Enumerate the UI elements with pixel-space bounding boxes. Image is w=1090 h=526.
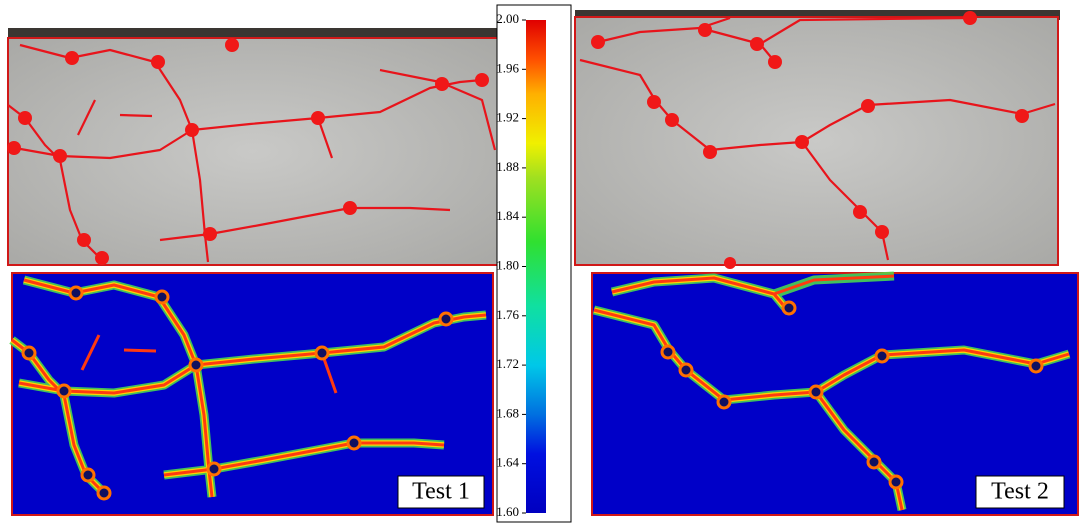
figure: Test 1 Test 2 2.00 1.96 1.92 1.88 1.84 1.80 1.… [0,0,1090,526]
field-test-2: Test 2 [592,273,1078,515]
panel-label: Test 1 [412,479,470,505]
colorbar-scale [526,20,546,513]
tick-label: 1.96 [496,60,519,75]
tick-label: 1.64 [496,455,519,470]
tick-label: 1.92 [496,110,519,125]
tick-label: 1.84 [496,208,519,223]
photo-test-1 [7,28,498,265]
tick-label: 1.76 [496,307,519,322]
colorbar: 2.00 1.96 1.92 1.88 1.84 1.80 1.76 1.72 1.68 1.64… [496,5,571,522]
tick-label: 2.00 [496,11,519,26]
field-test-1: Test 1 [12,273,493,515]
tick-label: 1.60 [496,504,519,519]
panel-label: Test 2 [991,479,1049,505]
tick-label: 1.72 [496,356,519,371]
tick-label: 1.80 [496,257,519,272]
tick-label: 1.88 [496,159,519,174]
tick-label: 1.68 [496,405,519,420]
photo-test-2 [575,10,1060,269]
